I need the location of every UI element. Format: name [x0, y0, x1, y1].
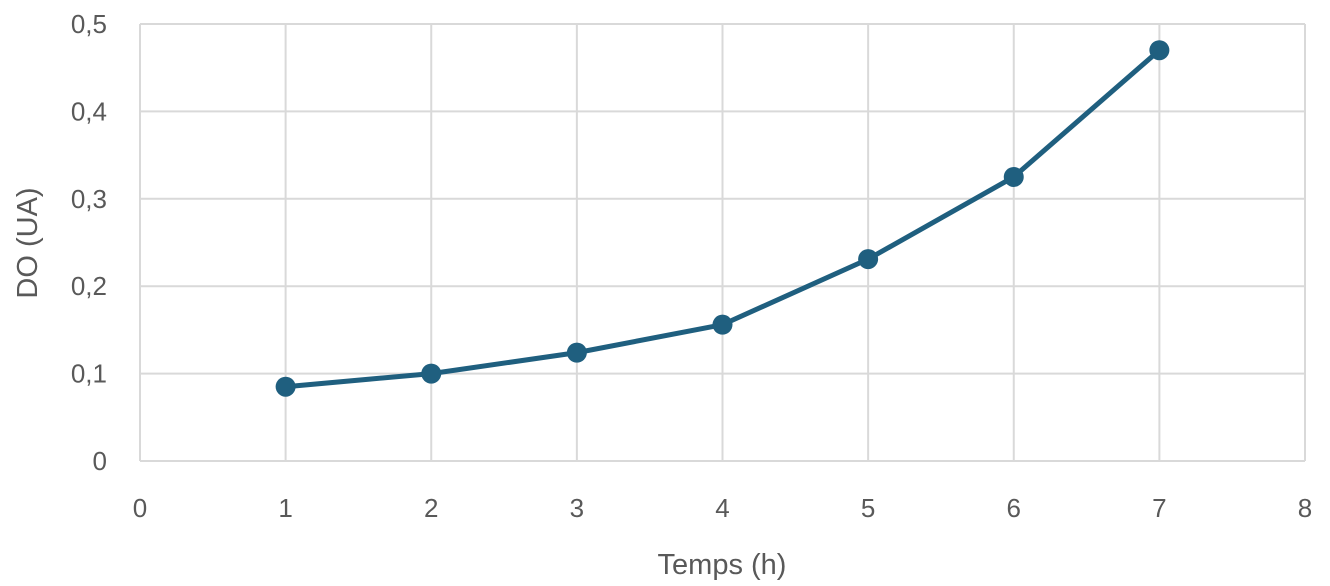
y-tick-label: 0,3: [71, 184, 107, 214]
x-tick-label: 6: [1007, 493, 1021, 523]
x-tick-label: 3: [570, 493, 584, 523]
data-point: [858, 249, 879, 270]
x-tick-label: 0: [133, 493, 147, 523]
y-tick-label: 0: [93, 446, 107, 476]
x-axis-title: Temps (h): [658, 549, 787, 581]
data-point: [1149, 40, 1170, 61]
series: [275, 40, 1170, 397]
x-tick-label: 7: [1152, 493, 1166, 523]
data-point: [275, 376, 296, 397]
x-tick-label: 5: [861, 493, 875, 523]
x-tick-labels: 0 1 2 3 4 5 6 7 8: [133, 493, 1312, 523]
data-point: [1003, 166, 1024, 187]
x-tick-label: 8: [1298, 493, 1312, 523]
y-tick-label: 0,5: [71, 9, 107, 39]
axes: [139, 24, 1305, 462]
x-tick-label: 2: [424, 493, 438, 523]
data-point: [712, 314, 733, 335]
y-tick-label: 0,2: [71, 271, 107, 301]
y-tick-label: 0,4: [71, 96, 107, 126]
data-point: [421, 363, 442, 384]
x-tick-label: 4: [715, 493, 729, 523]
data-point: [566, 342, 587, 363]
y-tick-labels: 0 0,1 0,2 0,3 0,4 0,5: [71, 9, 107, 476]
y-axis-title: DO (UA): [12, 187, 44, 298]
x-tick-label: 1: [278, 493, 292, 523]
y-tick-label: 0,1: [71, 359, 107, 389]
grid: [140, 23, 1306, 461]
